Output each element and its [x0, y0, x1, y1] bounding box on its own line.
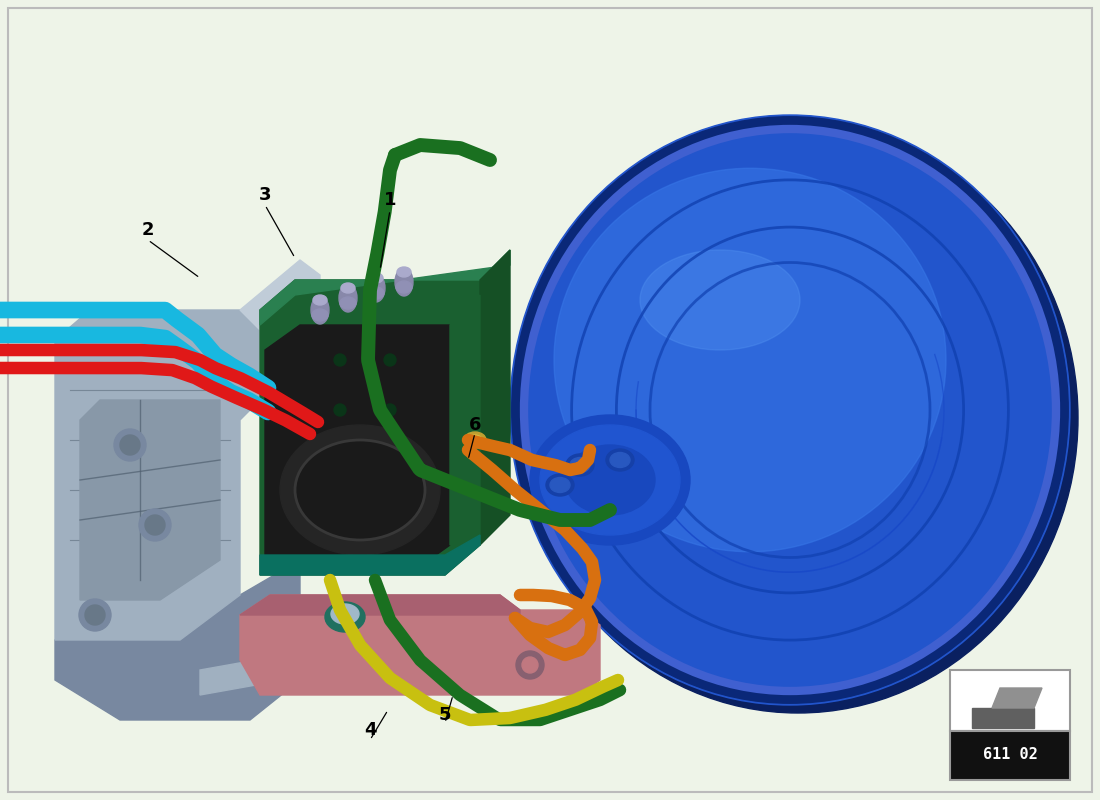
Ellipse shape: [510, 115, 1070, 705]
Ellipse shape: [397, 267, 411, 277]
Ellipse shape: [339, 284, 358, 312]
Ellipse shape: [396, 281, 412, 293]
Polygon shape: [240, 595, 520, 615]
Ellipse shape: [546, 474, 574, 496]
Circle shape: [79, 599, 111, 631]
Circle shape: [114, 429, 146, 461]
FancyBboxPatch shape: [950, 730, 1070, 780]
Text: 4: 4: [364, 721, 376, 739]
Ellipse shape: [566, 454, 594, 476]
Ellipse shape: [311, 296, 329, 324]
Circle shape: [334, 404, 346, 416]
Ellipse shape: [610, 453, 630, 467]
Polygon shape: [80, 400, 220, 600]
Circle shape: [334, 354, 346, 366]
Circle shape: [85, 605, 104, 625]
Ellipse shape: [314, 295, 327, 305]
Text: 3: 3: [258, 186, 272, 204]
Text: 1: 1: [384, 191, 396, 209]
Ellipse shape: [312, 309, 328, 321]
Ellipse shape: [468, 435, 482, 445]
Circle shape: [139, 509, 170, 541]
Ellipse shape: [324, 602, 365, 632]
Ellipse shape: [367, 274, 385, 302]
Circle shape: [384, 354, 396, 366]
Ellipse shape: [464, 432, 486, 448]
Ellipse shape: [341, 283, 355, 293]
Polygon shape: [260, 535, 480, 575]
Circle shape: [516, 651, 544, 679]
Ellipse shape: [554, 168, 946, 552]
Circle shape: [384, 404, 396, 416]
Ellipse shape: [295, 440, 425, 540]
Circle shape: [522, 657, 538, 673]
Ellipse shape: [540, 425, 680, 535]
Polygon shape: [480, 250, 510, 545]
FancyBboxPatch shape: [950, 670, 1070, 730]
Polygon shape: [200, 645, 380, 695]
Ellipse shape: [530, 415, 690, 545]
Ellipse shape: [331, 604, 359, 624]
Polygon shape: [260, 280, 480, 575]
Ellipse shape: [606, 449, 634, 471]
Ellipse shape: [550, 478, 570, 493]
Ellipse shape: [395, 268, 412, 296]
Polygon shape: [55, 560, 300, 720]
Ellipse shape: [280, 425, 440, 555]
Circle shape: [145, 515, 165, 535]
Ellipse shape: [570, 458, 590, 473]
Ellipse shape: [368, 273, 383, 283]
Polygon shape: [450, 295, 480, 545]
Polygon shape: [972, 708, 1034, 728]
Text: 5: 5: [439, 706, 451, 724]
Ellipse shape: [518, 123, 1078, 713]
Ellipse shape: [565, 445, 654, 515]
Circle shape: [120, 435, 140, 455]
Polygon shape: [260, 250, 510, 325]
Polygon shape: [55, 310, 260, 640]
Polygon shape: [265, 325, 450, 570]
Text: 6: 6: [469, 416, 482, 434]
Text: 2: 2: [142, 221, 154, 239]
Polygon shape: [240, 595, 600, 695]
Ellipse shape: [340, 297, 356, 309]
Ellipse shape: [640, 250, 800, 350]
Text: 611 02: 611 02: [982, 747, 1037, 762]
Ellipse shape: [368, 287, 384, 299]
Polygon shape: [240, 260, 320, 420]
Polygon shape: [992, 688, 1042, 708]
